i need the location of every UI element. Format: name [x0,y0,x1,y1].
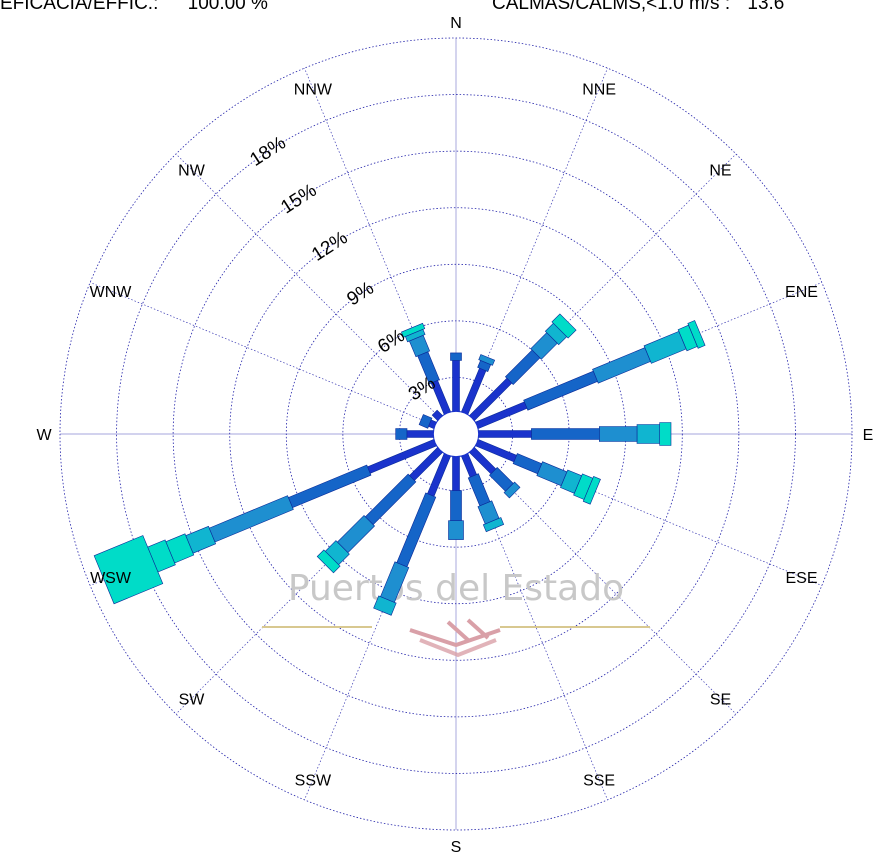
bar-e-seg1 [478,430,532,438]
spoke-sse [455,433,608,800]
direction-label-nw: NW [178,163,206,180]
bar-s-seg1 [452,456,460,491]
watermark-text: Puertos del Estado [288,568,624,609]
bar-ene-seg2 [523,370,598,411]
spoke-nnw [304,68,457,435]
bar-w-seg1 [406,430,434,438]
direction-label-sw: SW [179,692,206,709]
bar-sw-seg3 [336,514,376,554]
direction-label-ne: NE [709,163,731,180]
bar-ene-seg4 [643,331,687,364]
spoke-nw [175,153,457,435]
direction-label-e: E [863,427,874,444]
efficiency-label: EFICACIA/EFFIC.: [0,0,159,14]
ring-label-6: 6% [374,325,409,358]
direction-label-s: S [451,839,462,856]
bar-ne-seg2 [504,349,541,386]
efficiency-header: EFICACIA/EFFIC.: 100.00 % [0,0,268,15]
spoke-ese [455,433,822,586]
calms-header: CALMAS/CALMS,<1.0 m/s : 13.6 [492,0,784,15]
direction-label-sse: SSE [583,773,615,790]
spoke-ne [455,153,737,435]
direction-label-ene: ENE [785,284,818,301]
calms-value: 13.6 [747,0,785,14]
bar-ene-seg3 [592,347,651,384]
logo-mark [409,618,501,658]
spoke-ene [455,282,822,435]
bar-w-seg2 [395,428,408,440]
bar-wsw-seg3 [208,495,294,543]
bar-wsw-seg2 [288,464,372,508]
ring-label-12: 12% [308,227,351,265]
ring-label-15: 15% [277,180,320,218]
bar-e-seg2 [531,428,600,440]
bar-e-seg4 [636,424,661,444]
bar-s-seg2 [450,490,462,522]
ring-label-18: 18% [246,132,289,170]
spoke-wnw [90,282,457,435]
bar-sw-seg2 [364,473,417,526]
direction-label-wnw: WNW [90,284,133,301]
rose-grid [59,37,853,831]
bar-s-seg3 [448,520,464,540]
direction-label-nnw: NNW [294,82,333,99]
bar-sse-seg2 [467,473,491,507]
direction-label-w: W [36,427,52,444]
bar-ese-seg2 [512,453,543,475]
spoke-ssw [304,433,457,800]
bar-n-seg2 [450,352,462,361]
efficiency-value: 100.00 % [187,0,268,14]
rose-bars [93,313,706,616]
direction-label-ssw: SSW [295,773,332,790]
bar-ssw-seg2 [396,492,437,568]
spoke-nne [455,68,608,435]
bar-e-seg3 [598,426,638,442]
direction-label-se: SE [710,692,731,709]
bar-n-seg1 [452,360,460,412]
direction-label-wsw: WSW [90,570,132,587]
direction-label-n: N [450,15,462,32]
spoke-se [455,433,737,715]
spoke-sw [175,433,457,715]
watermark: Puertos del Estado [262,568,650,658]
ring-label-9: 9% [343,278,378,311]
direction-label-nne: NNE [582,82,616,99]
calms-label: CALMAS/CALMS,<1.0 m/s : [492,0,731,14]
calm-circle [432,410,480,458]
direction-label-ese: ESE [785,570,817,587]
bar-e-seg5 [659,422,672,446]
